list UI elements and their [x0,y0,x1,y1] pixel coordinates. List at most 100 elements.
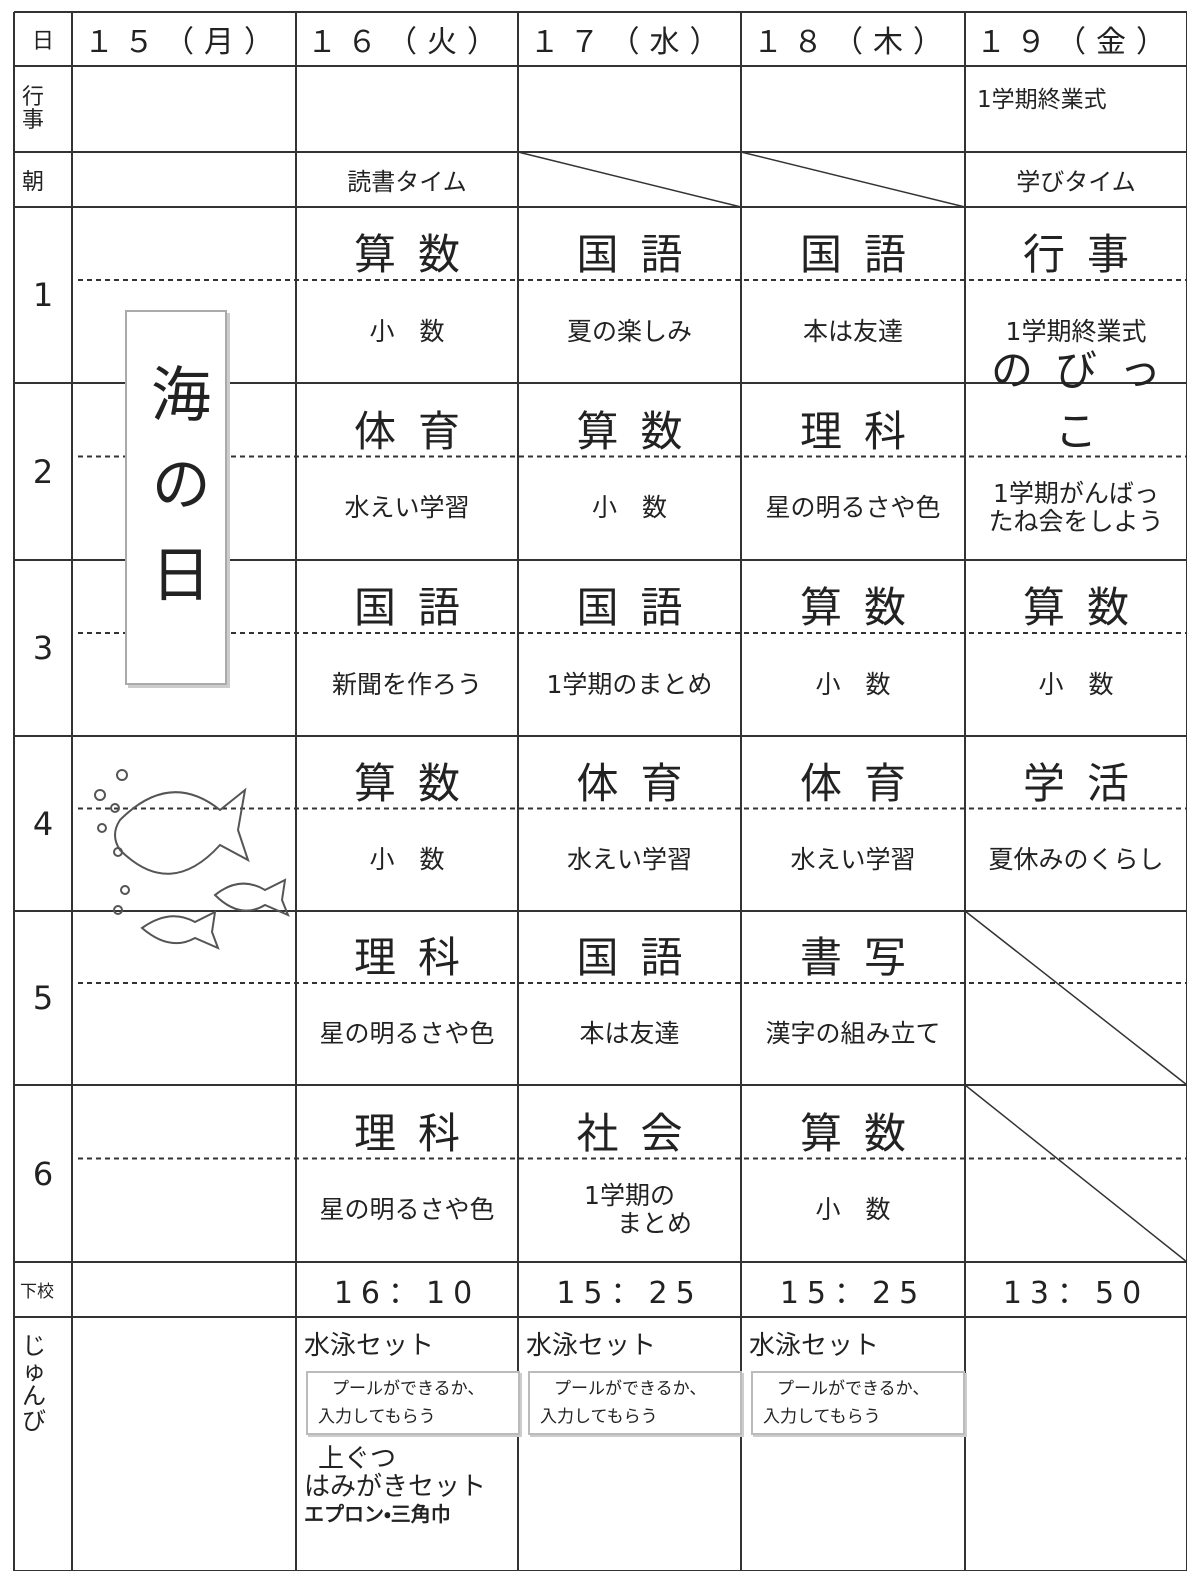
subject: 理科 [799,406,928,456]
dismissal-time: 16：10 [333,1275,481,1311]
topic-line: 1学期の [584,1181,675,1211]
topic: 夏休みのくらし [965,809,1187,912]
topic-line: たね会をしよう [988,507,1164,537]
row-label: 朝 [22,169,45,195]
slash [964,1084,1187,1263]
topic-line: 1学期がんばっ [993,479,1159,509]
topic: 水えい学習 [741,809,965,912]
topic: 1学期終業式 [965,280,1187,383]
subject: 体育 [576,758,705,808]
period-label: 6 [32,1154,54,1193]
subject: 体育 [799,758,928,808]
slashes [517,151,1187,1263]
row-label: じゅんび [14,1317,72,1451]
fish-illustration [94,769,290,950]
dismissal-time: 15：25 [556,1275,703,1311]
topic-line: 1学期終業式 [1005,316,1147,346]
topic: 水えい学習 [518,809,741,912]
subject: 行事 [1022,230,1151,279]
subject: 算数 [1022,583,1151,632]
fish [114,787,250,875]
topic-line: 1学期のまとめ [546,669,713,699]
topic-line: 小 数 [369,844,445,874]
note-line: 入力してもらう [318,1407,436,1427]
slash [740,151,966,208]
prep-item: はみがきセット [304,1472,487,1502]
subject: 理科 [353,1108,482,1158]
topic-line: 小 数 [815,1195,891,1225]
subject: 算数 [576,406,705,456]
topic: 1学期の まとめ [518,1159,741,1263]
note-line: プールができるか、 [554,1379,707,1399]
morning-activity: 読書タイム [347,168,467,196]
subject: 国語 [576,933,705,982]
topic-line: 星の明るさや色 [319,1019,495,1048]
topic: 漢字の組み立て [741,983,965,1085]
topic: 本は友達 [741,280,965,383]
period-label: 2 [32,452,54,491]
subject: 書写 [799,933,928,982]
day-header: １７（水） [529,25,730,60]
topic-line: 漢字の組み立て [765,1019,941,1048]
topic: 小 数 [741,633,965,736]
prep-note: プールができるか、 入力してもらう [306,1371,520,1435]
subject: 算数 [799,583,928,632]
topic-line: 水えい学習 [790,844,916,874]
row-label-char: ゅ [22,1356,46,1385]
topic: 小 数 [296,280,518,383]
row-label-char: じ [22,1331,46,1360]
row-label-char: 事 [22,108,45,133]
subject: 算数 [353,230,482,279]
topic: 夏の楽しみ [518,280,741,383]
topic: 星の明るさや色 [296,983,518,1085]
day-header: １５（月） [84,25,284,60]
fish [140,910,220,950]
period-label: 5 [32,979,54,1017]
prep-items: 水泳セットプールができるか、入力してもらう [741,1317,965,1571]
prep-item: 上ぐつ [318,1444,397,1474]
slash [517,151,742,208]
period-label: 3 [32,629,54,667]
topic: 小 数 [518,457,741,561]
note-line: 入力してもらう [763,1407,881,1427]
row-label-char: 行 [22,84,45,110]
topic: 1学期がんばっ たね会をしよう [965,457,1187,561]
topic-line: 小 数 [815,669,891,699]
row-label: 下校 [20,1282,54,1302]
subject: 社会 [576,1108,705,1158]
prep-items: 水泳セット プールができるか、 入力してもらう [518,1317,742,1571]
topic: 水えい学習 [296,457,518,561]
subject: のびっこ [990,345,1183,456]
note-line: プールができるか、 [777,1379,930,1399]
subject: 国語 [576,583,705,632]
topic-line: 水えい学習 [566,844,692,874]
subject: 体育 [353,406,482,456]
topic: 小 数 [965,633,1187,736]
topic-line: 小 数 [369,316,445,346]
topic-line: 星の明るさや色 [765,493,941,523]
topic-line: 小 数 [591,493,667,523]
day-header: １９（金） [976,25,1176,60]
topic-line: 水えい学習 [344,493,470,523]
prep-note: プールができるか、 入力してもらう [528,1371,742,1435]
subject: 国語 [353,583,482,632]
fish [213,878,290,917]
dismissal-time: 13：50 [1002,1275,1150,1311]
subject: 国語 [799,230,928,279]
row-label: 行事 [14,66,72,152]
morning-activity: 学びタイム [1016,168,1136,196]
slash [964,910,1187,1086]
prep-item: 水泳セット [749,1331,880,1361]
day-header: １８（木） [753,25,953,60]
subject: 算数 [799,1108,928,1158]
prep-item: 水泳セット [304,1331,435,1361]
topic-line: 星の明るさや色 [319,1195,495,1225]
topic-line: 夏休みのくらし [988,844,1164,874]
topic-line: まとめ [566,1209,692,1239]
topic: 本は友達 [518,983,741,1085]
topic: 小 数 [741,1159,965,1263]
holiday-sign: 海の日 [125,310,227,685]
subject: 学活 [1022,758,1151,808]
